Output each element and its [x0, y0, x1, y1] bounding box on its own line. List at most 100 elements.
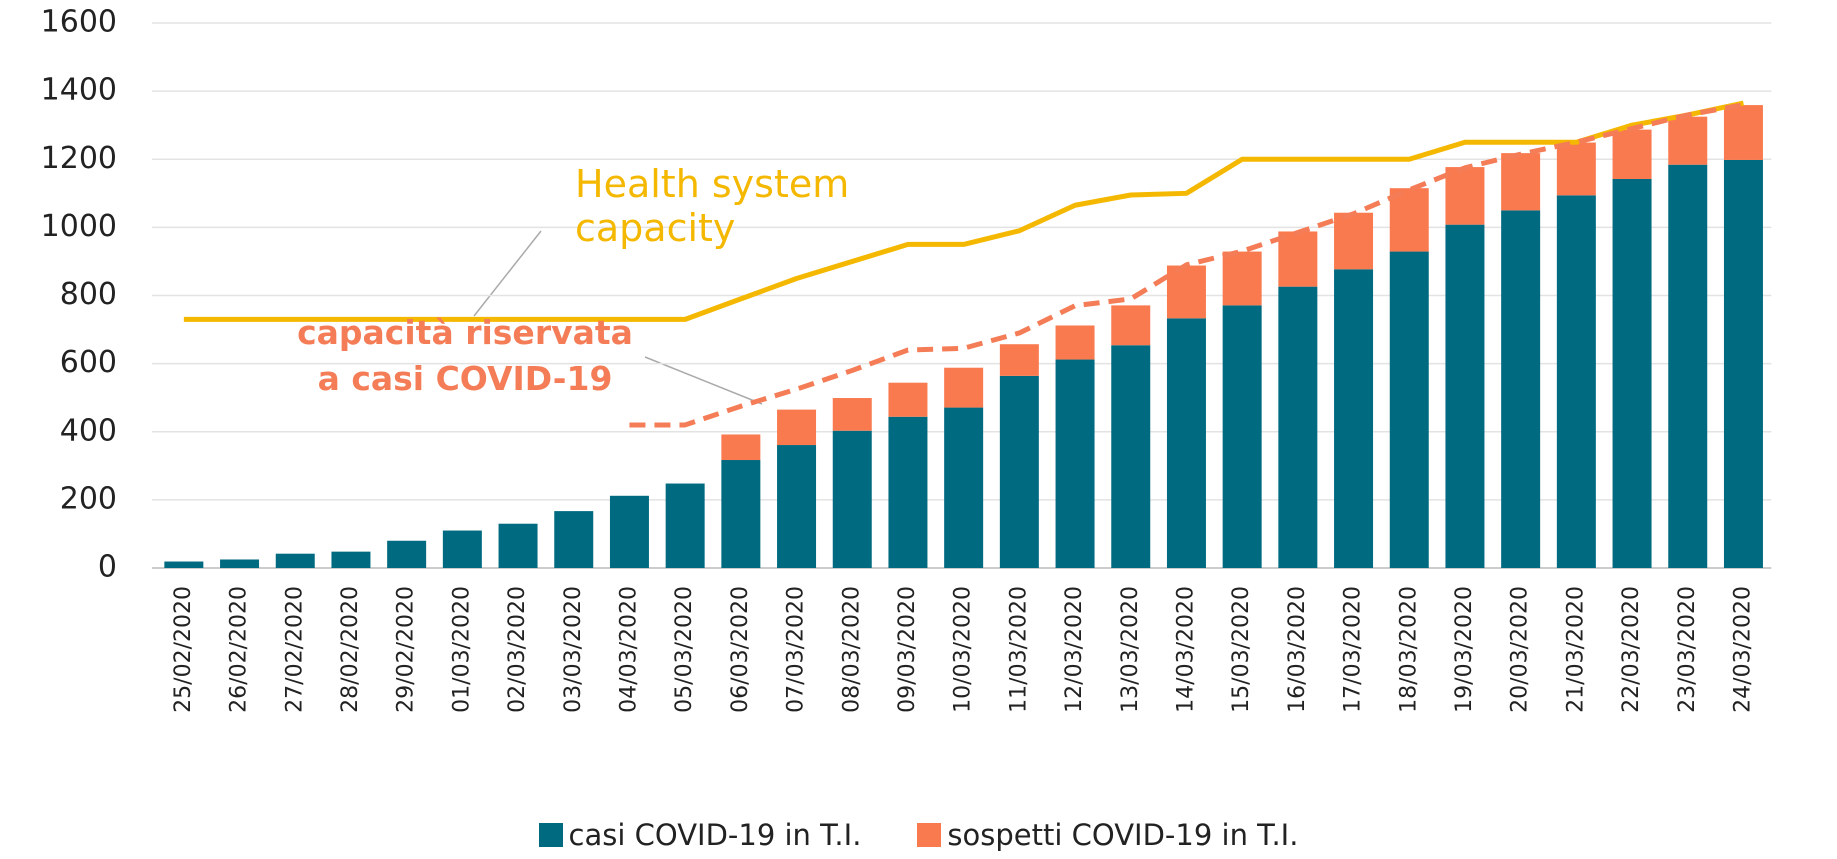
x-tick-label: 28/02/2020 — [338, 586, 363, 713]
x-tick-label: 13/03/2020 — [1118, 586, 1143, 713]
x-tick-label: 29/02/2020 — [394, 586, 419, 713]
bar — [498, 523, 538, 568]
x-tick-label: 23/03/2020 — [1675, 586, 1700, 713]
bar — [721, 434, 761, 461]
bar — [609, 495, 649, 568]
y-tick-label: 1000 — [41, 209, 117, 244]
y-tick-label: 1200 — [41, 141, 117, 176]
legend-label: casi COVID-19 in T.I. — [568, 818, 862, 852]
bar — [387, 540, 427, 568]
bar — [832, 398, 872, 431]
leader-line — [473, 230, 542, 317]
bar — [944, 367, 984, 408]
y-tick-label: 1600 — [41, 5, 117, 40]
bar — [1166, 265, 1206, 319]
bar — [1055, 359, 1095, 568]
bar — [721, 460, 761, 568]
y-tick-label: 0 — [98, 550, 117, 585]
bar — [1389, 188, 1429, 252]
bar — [164, 561, 204, 568]
bar — [1334, 269, 1374, 568]
x-tick-label: 16/03/2020 — [1285, 586, 1310, 713]
x-tick-label: 21/03/2020 — [1563, 586, 1588, 713]
bar — [275, 553, 315, 568]
legend-item: casi COVID-19 in T.I. — [538, 818, 862, 852]
legend-swatch — [538, 823, 563, 847]
line — [183, 100, 1744, 322]
x-tick-label: 08/03/2020 — [839, 586, 864, 713]
x-tick-label: 15/03/2020 — [1229, 586, 1254, 713]
bar — [1222, 251, 1262, 306]
x-tick-label: 12/03/2020 — [1062, 586, 1087, 713]
bar — [1278, 231, 1318, 287]
x-tick-label: 09/03/2020 — [895, 586, 920, 713]
bar — [1723, 159, 1763, 568]
bar — [944, 407, 984, 568]
bar — [1445, 167, 1485, 225]
x-tick-label: 22/03/2020 — [1619, 586, 1644, 713]
bar — [832, 430, 872, 568]
bar — [1222, 305, 1262, 568]
x-tick-label: 14/03/2020 — [1173, 586, 1198, 713]
x-tick-label: 02/03/2020 — [505, 586, 530, 713]
x-tick-label: 19/03/2020 — [1452, 586, 1477, 713]
y-tick-label: 200 — [60, 481, 117, 516]
x-tick-label: 11/03/2020 — [1006, 586, 1031, 713]
y-tick-label: 800 — [60, 277, 117, 312]
bar — [1389, 251, 1429, 568]
bar — [1668, 164, 1708, 568]
legend: casi COVID-19 in T.I. sospetti COVID-19 i… — [0, 818, 1837, 852]
bar — [1501, 210, 1541, 568]
legend-label: sospetti COVID-19 in T.I. — [947, 818, 1299, 852]
x-tick-label: 27/02/2020 — [282, 586, 307, 713]
bar — [777, 409, 817, 446]
x-tick-label: 18/03/2020 — [1396, 586, 1421, 713]
x-tick-label: 24/03/2020 — [1730, 586, 1755, 713]
x-tick-label: 06/03/2020 — [728, 586, 753, 713]
y-tick-label: 600 — [60, 345, 117, 380]
bar — [1111, 305, 1151, 346]
bar — [442, 530, 482, 568]
x-tick-label: 17/03/2020 — [1341, 586, 1366, 713]
bar — [220, 559, 260, 568]
legend-item: sospetti COVID-19 in T.I. — [917, 818, 1298, 852]
bar — [999, 375, 1039, 568]
bar — [331, 551, 371, 568]
bar — [1556, 142, 1596, 196]
y-tick-label: 400 — [60, 413, 117, 448]
bar — [1445, 224, 1485, 568]
x-tick-label: 10/03/2020 — [951, 586, 976, 713]
x-tick-label: 04/03/2020 — [616, 586, 641, 713]
leader-line — [644, 356, 763, 405]
annotation: Health system capacity — [575, 162, 850, 250]
bar — [1501, 153, 1541, 211]
bar — [1723, 105, 1763, 160]
annotation: capacità riservata a casi COVID-19 — [297, 313, 633, 398]
bar — [1612, 179, 1652, 568]
bar — [888, 416, 928, 568]
x-tick-label: 03/03/2020 — [561, 586, 586, 713]
legend-swatch — [917, 823, 942, 847]
y-tick-label: 1400 — [41, 73, 117, 108]
bar — [777, 445, 817, 568]
bar — [1278, 286, 1318, 568]
bar — [1111, 345, 1151, 568]
bar — [665, 483, 705, 568]
x-tick-label: 25/02/2020 — [171, 586, 196, 713]
x-tick-label: 07/03/2020 — [784, 586, 809, 713]
bar — [888, 382, 928, 417]
x-tick-label: 05/03/2020 — [672, 586, 697, 713]
x-tick-label: 20/03/2020 — [1508, 586, 1533, 713]
bar — [1166, 318, 1206, 568]
bar — [554, 511, 594, 568]
x-tick-label: 26/02/2020 — [227, 586, 252, 713]
bar — [1055, 325, 1095, 360]
bar — [1668, 116, 1708, 165]
bar — [1612, 129, 1652, 180]
bar — [1556, 195, 1596, 568]
line — [629, 102, 1744, 428]
x-tick-label: 01/03/2020 — [449, 586, 474, 713]
bar — [999, 344, 1039, 376]
